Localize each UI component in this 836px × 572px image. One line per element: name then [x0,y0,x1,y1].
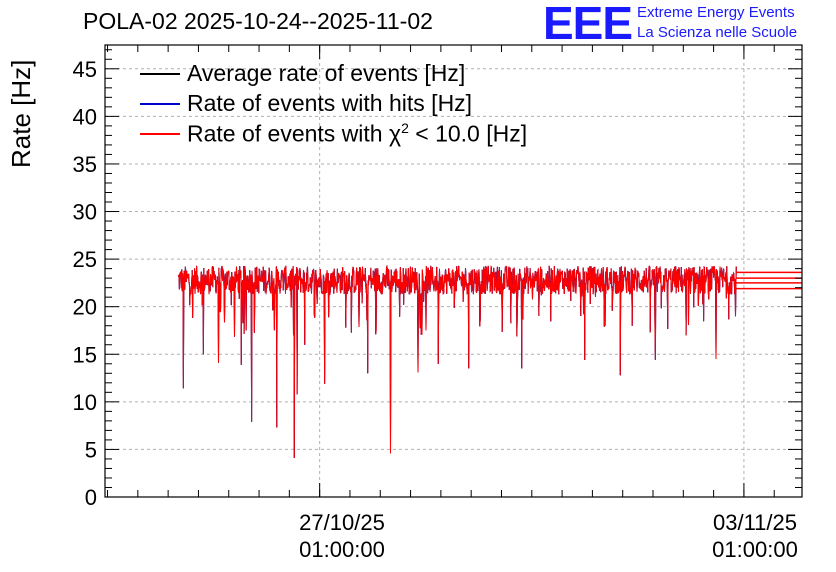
chart-title: POLA-02 2025-10-24--2025-11-02 [83,8,433,34]
series-line-2 [177,264,737,459]
legend-swatch-chi2 [140,133,180,135]
series-line-0 [177,264,737,459]
legend-label-chi2-sup: 2 [401,120,409,136]
y-tick-label-3: 15 [73,342,97,367]
grid-lines [105,45,802,497]
plot-frame [104,44,803,498]
x-tick-label-0: 27/10/25 01:00:00 [282,509,402,563]
logo-line-2: La Scienza nelle Scuole [637,24,798,41]
legend-swatch-hits [140,103,180,105]
series-lines [177,264,802,459]
x-axis [107,45,775,497]
logo-caption: Extreme Energy Events La Scienza nelle S… [637,3,797,43]
series-line-1 [177,264,737,459]
x-tick-label-0-time: 01:00:00 [299,537,385,562]
x-tick-label-1-date: 03/11/25 [712,510,797,535]
legend-label-chi2: Rate of events with χ2 < 10.0 [Hz] [187,120,527,148]
plot-border [104,44,803,498]
legend-label-chi2-rest: < 10.0 [Hz] [408,120,528,147]
y-tick-label-8: 40 [73,104,97,129]
y-axis-label: Rate [Hz] [6,59,36,168]
y-tick-label-5: 25 [73,247,97,272]
y-tick-label-2: 10 [73,390,97,415]
x-tick-label-1-time: 01:00:00 [712,537,798,562]
legend-label-average: Average rate of events [Hz] [187,60,466,86]
legend-label-hits: Rate of events with hits [Hz] [187,90,473,116]
x-tick-label-0-date: 27/10/25 [299,510,385,535]
y-tick-label-1: 5 [85,437,97,462]
legend-swatch-average [140,73,180,75]
y-tick-label-0: 0 [85,485,97,510]
y-tick-label-9: 45 [73,57,97,82]
y-axis: 0 5 10 15 20 25 30 35 40 45 [73,49,802,510]
x-tick-label-1: 03/11/25 01:00:00 [695,509,815,563]
y-tick-label-4: 20 [73,295,97,320]
y-tick-label-7: 35 [73,152,97,177]
logo-line-1: Extreme Energy Events [637,4,795,21]
y-tick-label-6: 30 [73,200,97,225]
eee-logo: EEE [543,0,633,49]
legend-label-chi2-main: Rate of events with χ [187,120,402,147]
